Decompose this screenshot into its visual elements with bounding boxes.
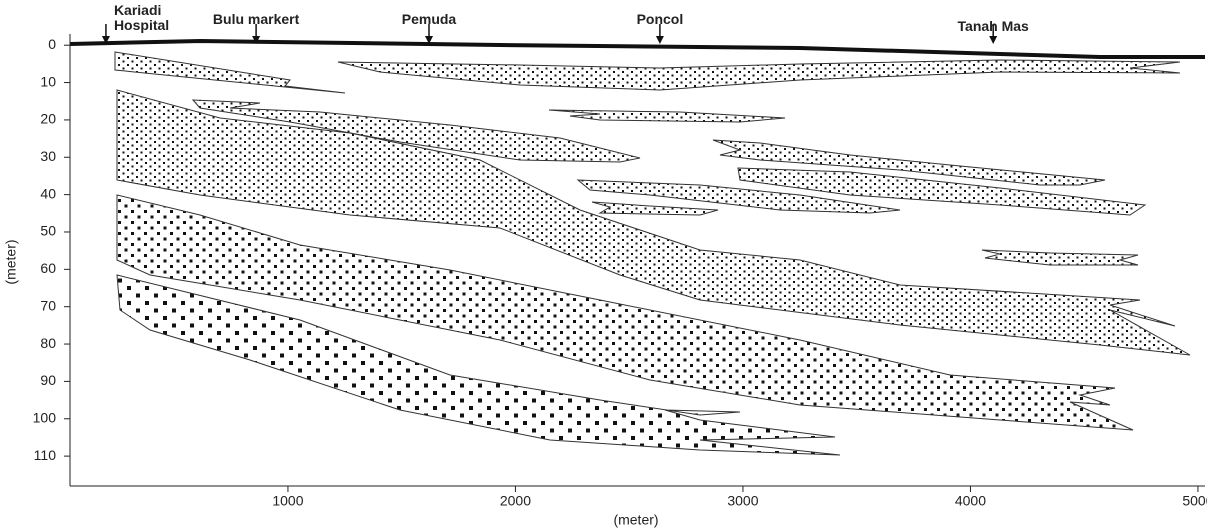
y-tick-label: 100 xyxy=(33,409,57,425)
lenses xyxy=(114,51,1191,456)
lens xyxy=(981,249,1139,266)
y-tick-label: 50 xyxy=(40,223,56,239)
y-tick-label: 70 xyxy=(40,297,56,313)
arrow-head xyxy=(252,36,261,44)
x-axis-label: (meter) xyxy=(613,512,658,528)
y-tick-label: 90 xyxy=(40,372,56,388)
location-label: Bulu markert xyxy=(212,11,300,27)
lens xyxy=(737,167,1147,216)
y-axis-label: (meter) xyxy=(3,239,19,284)
y-tick-label: 110 xyxy=(34,447,57,463)
x-tick-label: 4000 xyxy=(955,493,986,509)
arrow-head xyxy=(989,36,998,44)
lens xyxy=(114,51,346,94)
y-tick-label: 20 xyxy=(40,111,56,127)
y-tick-label: 30 xyxy=(40,148,56,164)
y-tick-label: 40 xyxy=(40,185,56,201)
lens xyxy=(191,99,641,163)
arrow-head xyxy=(101,36,110,44)
location-label: Tanah Mas xyxy=(957,18,1029,34)
y-tick-label: 80 xyxy=(40,335,56,351)
location-label: Poncol xyxy=(636,11,684,27)
lens xyxy=(116,274,841,456)
y-tick-label: 60 xyxy=(40,260,56,276)
lens xyxy=(116,89,1191,356)
ground-surface xyxy=(69,38,1205,59)
x-tick-label: 5000 xyxy=(1182,493,1207,509)
lens xyxy=(576,179,901,214)
y-tick-label: 0 xyxy=(48,36,56,52)
arrow-head xyxy=(424,36,433,44)
x-tick-label: 3000 xyxy=(727,493,758,509)
x-tick-label: 2000 xyxy=(500,493,531,509)
lens xyxy=(591,201,719,216)
location-label: Kariadi Hospital xyxy=(113,2,170,33)
lens xyxy=(116,194,1134,431)
x-tick-label: 1000 xyxy=(272,493,303,509)
lens xyxy=(712,139,1106,186)
lens xyxy=(548,109,786,123)
location-label: Pemuda xyxy=(401,11,457,27)
arrow-head xyxy=(655,36,664,44)
y-tick-label: 10 xyxy=(40,73,56,89)
lens xyxy=(337,59,1181,91)
